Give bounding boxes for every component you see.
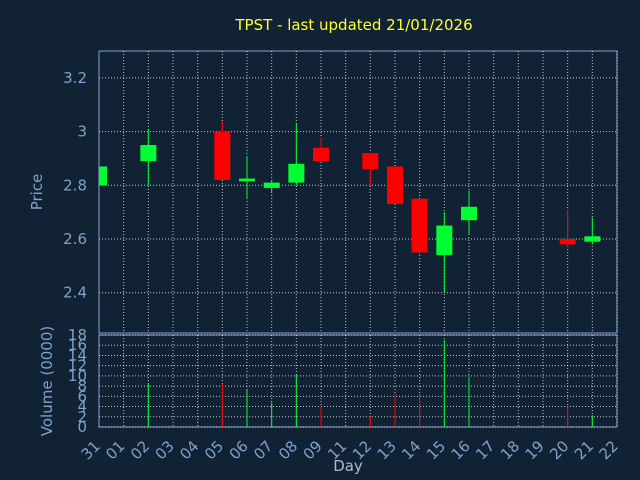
x-tick-label: 03 [152, 437, 178, 463]
volume-tick-label: 0 [77, 418, 87, 436]
candle-body [239, 178, 255, 182]
candle-body [411, 198, 428, 253]
x-tick-label: 07 [250, 437, 276, 463]
chart-title: TPST - last updated 21/01/2026 [234, 16, 472, 34]
x-tick-label: 09 [300, 437, 326, 463]
volume-tick-label: 18 [68, 326, 87, 344]
candle-body [313, 147, 329, 162]
x-tick-label: 20 [546, 437, 572, 463]
candle-body [559, 239, 576, 245]
price-tick-label: 2.4 [63, 284, 87, 302]
x-tick-label: 13 [374, 437, 400, 463]
candle-body [461, 206, 477, 221]
volume-tick-label: 6 [77, 387, 87, 405]
candle-body [436, 225, 453, 256]
candle-body [387, 166, 403, 205]
price-tick-label: 2.6 [63, 230, 87, 248]
price-tick-label: 3.2 [63, 69, 87, 87]
x-tick-label: 14 [398, 437, 424, 463]
x-tick-label: 01 [102, 437, 128, 463]
candle-body [214, 131, 231, 180]
candle-body [99, 166, 107, 186]
candle-body [140, 145, 157, 162]
volume-plot-frame [98, 334, 618, 428]
x-tick-label: 19 [522, 437, 548, 463]
price-tick-label: 2.8 [63, 176, 87, 194]
candles [99, 120, 601, 293]
candle-body [584, 236, 601, 242]
volume-tick-label: 2 [77, 408, 87, 426]
x-tick-label: 21 [571, 437, 597, 463]
candle-body [362, 153, 379, 170]
volume-tick-label: 16 [68, 336, 87, 354]
price-tick-label: 3 [77, 123, 87, 141]
x-tick-label: 18 [497, 437, 523, 463]
candle-body [263, 182, 280, 188]
volume-axis-label: Volume (0000) [38, 326, 56, 436]
volume-tick-label: 4 [77, 398, 87, 416]
x-tick-label: 22 [596, 437, 622, 463]
x-tick-label: 08 [275, 437, 301, 463]
volume-tick-label: 8 [77, 377, 87, 395]
x-tick-label: 17 [472, 437, 498, 463]
price-axis-label: Price [28, 174, 46, 211]
x-tick-label: 02 [127, 437, 153, 463]
volume-panel: 0246810121416183101020304050607080911121… [68, 326, 622, 463]
x-tick-label: 06 [226, 437, 252, 463]
price-plot-frame [98, 50, 618, 334]
candle-body [288, 163, 305, 183]
volume-tick-label: 10 [68, 367, 87, 385]
x-tick-label: 31 [78, 437, 104, 463]
price-panel: 2.4 2.6 2.8 3 3.2 [63, 50, 618, 334]
x-tick-label: 15 [423, 437, 449, 463]
x-tick-label: 04 [176, 437, 202, 463]
x-axis-label: Day [333, 457, 363, 475]
volume-tick-label: 14 [68, 346, 87, 364]
x-tick-label: 16 [448, 437, 474, 463]
volume-tick-label: 12 [68, 357, 87, 375]
x-tick-label: 05 [201, 437, 227, 463]
